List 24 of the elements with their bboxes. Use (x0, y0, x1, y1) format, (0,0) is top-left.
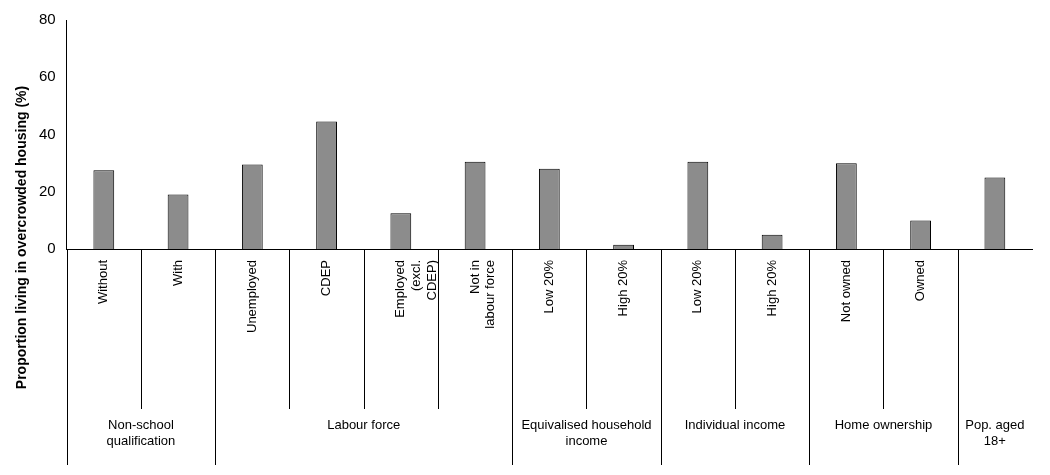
x-tick-label: Not owned (837, 260, 853, 323)
y-tick-label: 20 (39, 181, 56, 199)
x-tick-label: Low 20% (689, 259, 705, 314)
x-tick-label: Employed (excl. CDEP) (392, 260, 439, 318)
x-tick-label: Not in labour force (466, 260, 498, 329)
y-axis-title: Proportion living in overcrowded housing (%) (12, 85, 29, 390)
x-tick-label: CDEP (318, 260, 334, 297)
text: Non-school qualification (106, 417, 176, 449)
x-tick-label: Without (95, 259, 111, 305)
x-tick-label: Unemployed (243, 260, 259, 333)
x-tick-label: High 20% (615, 259, 631, 317)
x-tick-label: Owned (912, 260, 928, 302)
x-tick-label: High 20% (763, 259, 779, 317)
text: Home ownership (834, 417, 933, 433)
x-tick-label: Low 20% (540, 259, 556, 314)
y-tick-label: 60 (39, 67, 56, 85)
text: Labour force (327, 417, 401, 433)
y-tick-label: 40 (39, 124, 56, 142)
text: Individual income (684, 417, 786, 433)
text: Pop. aged 18+ (965, 417, 1025, 449)
text: Equivalised household income (521, 417, 652, 449)
x-tick-label: With (169, 260, 185, 286)
y-tick-label: 80 (39, 10, 56, 28)
y-tick-label: 0 (47, 239, 56, 257)
